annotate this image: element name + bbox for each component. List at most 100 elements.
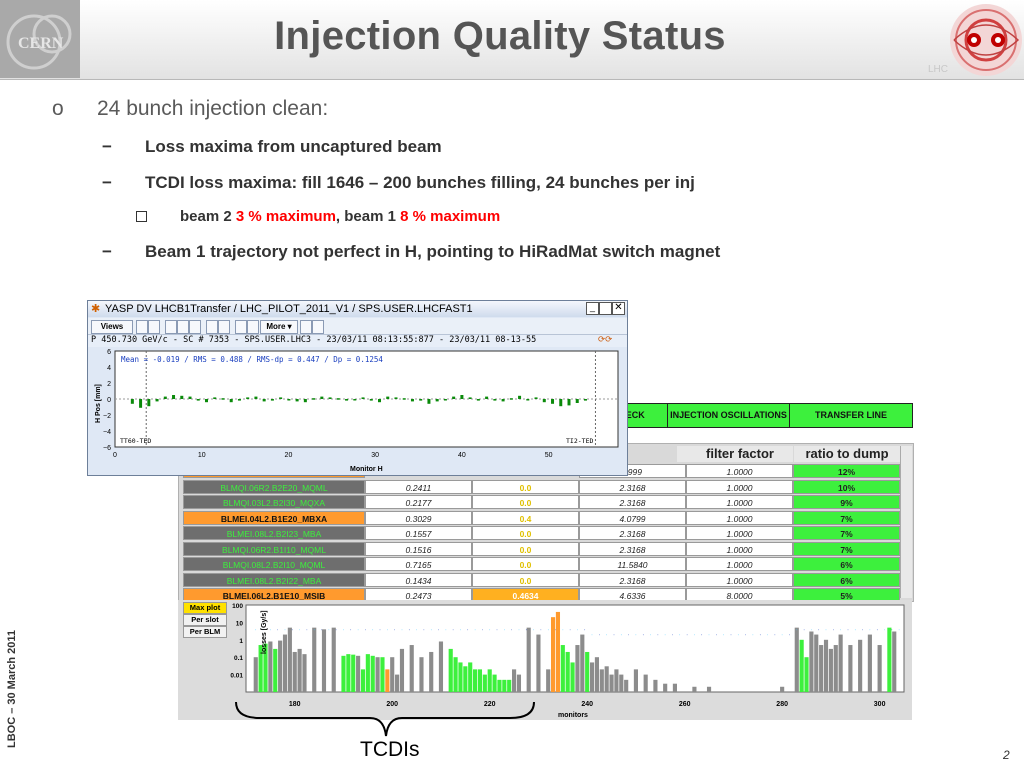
- loss-bar: [429, 651, 434, 692]
- per-slot-button[interactable]: Per slot: [183, 614, 227, 626]
- yasp-app-icon: ✱: [91, 303, 101, 315]
- trajectory-bar: [567, 399, 571, 406]
- table-cell-value: 0.1516: [365, 541, 472, 556]
- threshold-point: ·: [262, 627, 264, 633]
- table-cell-flag: 0.0: [472, 541, 579, 556]
- threshold-point: ·: [862, 627, 864, 633]
- loss-bar: [253, 657, 258, 692]
- text-beam2: beam 2: [180, 208, 236, 225]
- threshold-point: ·: [489, 627, 491, 633]
- trajectory-bar: [139, 399, 143, 408]
- loss-ytick: 1: [239, 638, 243, 645]
- trajectory-bar: [583, 399, 587, 401]
- threshold-point: ·: [788, 633, 790, 639]
- threshold-point: ·: [737, 633, 739, 639]
- threshold-point: ·: [650, 633, 652, 639]
- loss-bar: [555, 611, 561, 692]
- header-divider: [0, 79, 1024, 80]
- threshold-point: ·: [342, 627, 344, 633]
- sub-sub-bullet: beam 2 3 % maximum, beam 1 8 % maximum: [180, 208, 500, 225]
- close-icon[interactable]: ✕: [612, 302, 625, 315]
- table-scrollbar[interactable]: [900, 446, 912, 598]
- loss-xticks: 180 200 220 240 260 280 300: [289, 701, 886, 708]
- loss-bar: [643, 674, 648, 692]
- trajectory-bar: [213, 397, 217, 399]
- toolbar-chart-icon[interactable]: [218, 320, 230, 334]
- max-plot-button[interactable]: Max plot: [183, 602, 227, 614]
- minimize-icon[interactable]: _: [586, 302, 599, 315]
- toolbar-list-icon[interactable]: [148, 320, 160, 334]
- trajectory-bar: [378, 399, 382, 403]
- threshold-point: ·: [752, 633, 754, 639]
- panel-injection-oscillations[interactable]: INJECTION OSCILLATIONS: [667, 403, 790, 428]
- cern-logo-text: CERN: [18, 35, 64, 52]
- threshold-point: ·: [620, 633, 622, 639]
- toolbar-window-icon[interactable]: [235, 320, 247, 334]
- cern-logo: CERN: [0, 0, 80, 78]
- trajectory-bar: [279, 397, 283, 399]
- table-cell-ratio: 10%: [793, 479, 900, 494]
- maximize-icon[interactable]: [599, 302, 612, 315]
- loss-bar: [823, 639, 829, 692]
- trajectory-bar: [353, 399, 357, 401]
- trajectory-bar: [559, 399, 563, 407]
- yasp-titlebar[interactable]: ✱ YASP DV LHCB1Transfer / LHC_PILOT_2011…: [88, 301, 627, 317]
- trajectory-bar: [254, 396, 258, 399]
- table-cell-name: BLMEI.04L2.B1E20_MBXA: [183, 510, 365, 525]
- trajectory-bar: [419, 399, 423, 401]
- trajectory-bar: [221, 398, 225, 400]
- per-blm-button[interactable]: Per BLM: [183, 626, 227, 638]
- toolbar-table-icon[interactable]: [206, 320, 218, 334]
- toolbar-layout3-icon[interactable]: [189, 320, 201, 334]
- more-button[interactable]: More ▾: [260, 320, 298, 334]
- loss-bar: [385, 669, 390, 692]
- loss-bar: [867, 634, 872, 692]
- threshold-point: ·: [854, 627, 856, 633]
- trajectory-bar: [147, 399, 151, 407]
- toolbar-print-icon[interactable]: [312, 320, 324, 334]
- toolbar-layout2-icon[interactable]: [177, 320, 189, 334]
- threshold-point: ·: [459, 627, 461, 633]
- panel-transfer-line[interactable]: TRANSFER LINE: [789, 403, 913, 428]
- loss-bar: [380, 657, 385, 692]
- threshold-point: ·: [306, 627, 308, 633]
- table-cell-threshold: 2.3168: [579, 526, 686, 540]
- trajectory-ytick: 2: [107, 381, 111, 388]
- loss-bar: [331, 627, 336, 692]
- toolbar-panel-icon[interactable]: [247, 320, 259, 334]
- table-cell-threshold: 2.3168: [579, 572, 686, 587]
- threshold-point: ·: [884, 627, 886, 633]
- loss-bar: [346, 654, 351, 692]
- table-cell-filter: 1.0000: [686, 526, 793, 540]
- loss-bar: [341, 655, 346, 692]
- loss-bar: [799, 639, 804, 692]
- trajectory-bar: [172, 395, 176, 399]
- refresh-icon[interactable]: ⟳⟳: [598, 335, 613, 345]
- table-cell-flag: 0.0: [472, 557, 579, 571]
- toolbar-grid-icon[interactable]: [136, 320, 148, 334]
- toolbar-export-icon[interactable]: [300, 320, 312, 334]
- threshold-point: ·: [335, 627, 337, 633]
- threshold-point: ·: [401, 627, 403, 633]
- table-cell-name: BLMEI.08L2.B2I23_MBA: [183, 526, 365, 540]
- threshold-point: ·: [438, 627, 440, 633]
- loss-bar: [663, 683, 668, 692]
- table-cell-value: 0.1434: [365, 572, 472, 587]
- views-button[interactable]: Views: [91, 320, 133, 334]
- yasp-window[interactable]: ✱ YASP DV LHCB1Transfer / LHC_PILOT_2011…: [87, 300, 628, 476]
- loss-bar: [287, 627, 292, 692]
- toolbar-layout1-icon[interactable]: [165, 320, 177, 334]
- trajectory-bar: [452, 396, 456, 399]
- threshold-point: ·: [606, 633, 608, 639]
- loss-xtick: 240: [581, 701, 593, 708]
- trajectory-bar: [229, 399, 233, 403]
- table-cell-filter: 1.0000: [686, 464, 793, 478]
- sub-bullet-2: TCDI loss maxima: fill 1646 – 200 bunche…: [145, 173, 695, 192]
- table-cell-ratio: 7%: [793, 510, 900, 525]
- side-footer: LBOC – 30 March 2011: [6, 629, 18, 748]
- loss-bar: [278, 640, 283, 692]
- threshold-point: ·: [723, 633, 725, 639]
- trajectory-stats: Mean = -0.019 / RMS = 0.488 / RMS-dp = 0…: [121, 355, 383, 364]
- threshold-point: ·: [847, 627, 849, 633]
